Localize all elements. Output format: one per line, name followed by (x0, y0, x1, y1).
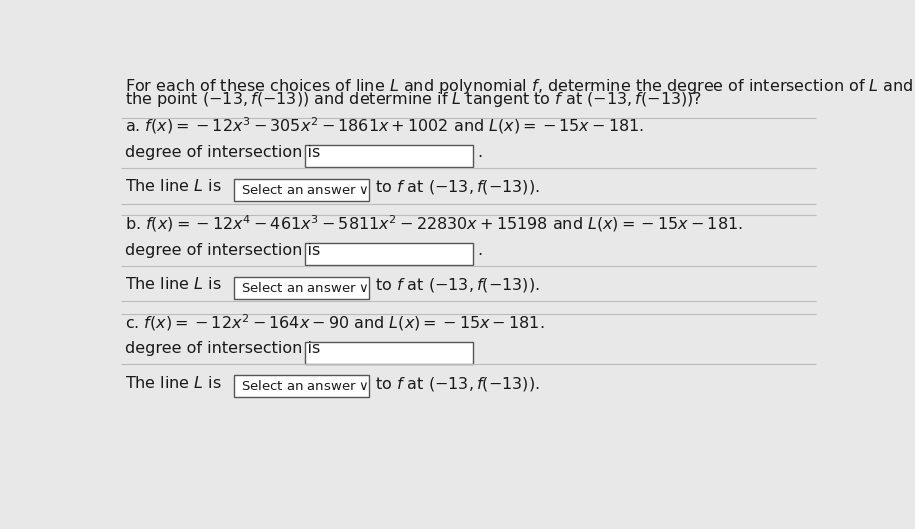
Text: degree of intersection is: degree of intersection is (125, 145, 320, 160)
Text: The line $L$ is: The line $L$ is (125, 375, 221, 391)
Text: the point $(-13, f(-13))$ and determine if $L$ tangent to $f$ at $(-13, f(-13))$: the point $(-13, f(-13))$ and determine … (125, 90, 702, 109)
Text: .: . (478, 243, 482, 258)
Text: The line $L$ is: The line $L$ is (125, 178, 221, 194)
Text: b. $f(x) = -12x^4 - 461x^3 - 5811x^2 - 22830x + 15198$ and $L(x) = -15x - 181.$: b. $f(x) = -12x^4 - 461x^3 - 5811x^2 - 2… (125, 213, 743, 234)
FancyBboxPatch shape (234, 277, 369, 298)
Text: a. $f(x) = -12x^3 - 305x^2 - 1861x + 1002$ and $L(x) = -15x - 181.$: a. $f(x) = -12x^3 - 305x^2 - 1861x + 100… (125, 116, 644, 136)
Text: to $f$ at $(-13, f(-13)).$: to $f$ at $(-13, f(-13)).$ (375, 178, 540, 196)
Text: c. $f(x) = -12x^2 - 164x - 90$ and $L(x) = -15x - 181.$: c. $f(x) = -12x^2 - 164x - 90$ and $L(x)… (125, 312, 544, 333)
Text: .: . (478, 145, 482, 160)
Text: Select an answer $\vee$: Select an answer $\vee$ (241, 183, 369, 197)
FancyBboxPatch shape (234, 179, 369, 200)
Text: to $f$ at $(-13, f(-13)).$: to $f$ at $(-13, f(-13)).$ (375, 276, 540, 294)
FancyBboxPatch shape (305, 145, 473, 167)
Text: degree of intersection is: degree of intersection is (125, 341, 320, 356)
FancyBboxPatch shape (305, 243, 473, 265)
Text: The line $L$ is: The line $L$ is (125, 276, 221, 292)
FancyBboxPatch shape (305, 342, 473, 363)
FancyBboxPatch shape (234, 375, 369, 397)
Text: For each of these choices of line $L$ and polynomial $f$, determine the degree o: For each of these choices of line $L$ an… (125, 77, 915, 96)
Text: to $f$ at $(-13, f(-13)).$: to $f$ at $(-13, f(-13)).$ (375, 375, 540, 393)
Text: Select an answer $\vee$: Select an answer $\vee$ (241, 379, 369, 393)
Text: Select an answer $\vee$: Select an answer $\vee$ (241, 280, 369, 295)
Text: degree of intersection is: degree of intersection is (125, 243, 320, 258)
